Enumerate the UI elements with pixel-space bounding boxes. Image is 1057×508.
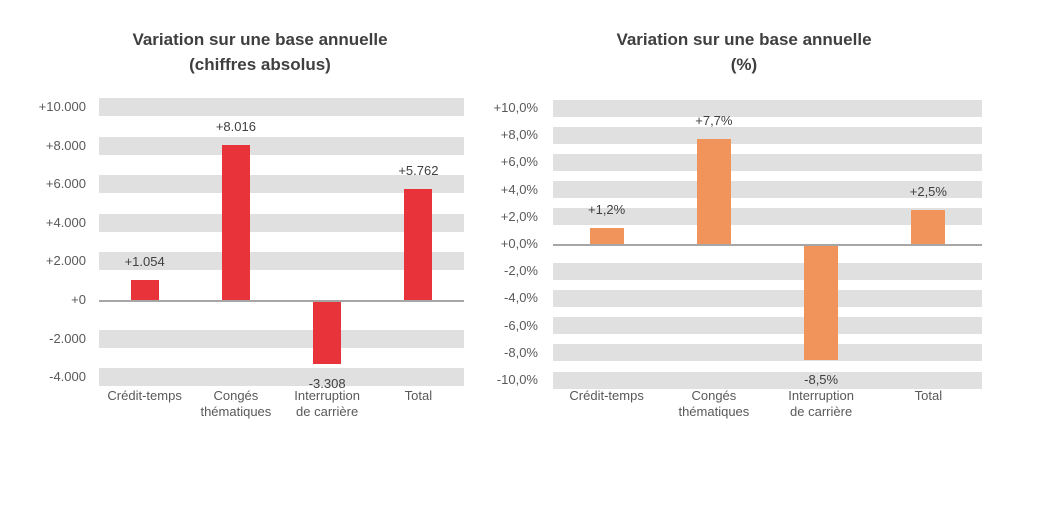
gridline-band (553, 181, 982, 199)
bar-value-label: -8,5% (804, 371, 839, 387)
category-label: Interruption de carrière (294, 388, 360, 419)
y-axis-tick-label: +0 (71, 292, 86, 307)
y-axis-tick-label: -6,0% (504, 317, 538, 333)
chart-title-percent: Variation sur une base annuelle (%) (544, 27, 944, 77)
gridline-band (553, 289, 982, 307)
y-axis-tick-label: +0,0% (500, 236, 538, 251)
category-label: Total (914, 388, 943, 403)
category-label: Crédit-temps (107, 388, 182, 403)
y-axis-tick-label: -10,0% (496, 372, 538, 387)
gridline-band (99, 252, 464, 271)
y-axis-tick-label: -2,0% (504, 263, 538, 279)
y-axis-tick-label: +4.000 (45, 214, 86, 230)
gridline-band (553, 99, 982, 117)
chart-title-line1: Variation sur une base annuelle (132, 30, 388, 49)
bar-value-label: +5.762 (398, 162, 439, 178)
gridline-band (99, 368, 464, 387)
gridline-band (553, 126, 982, 144)
bar-value-label: +8.016 (215, 119, 256, 135)
gridline-band (99, 98, 464, 116)
y-axis-tick-label: +10.000 (38, 99, 86, 114)
y-axis-tick-label: -4.000 (49, 369, 86, 385)
category-label: Congés thématiques (200, 388, 272, 419)
bar-4 (911, 210, 946, 244)
category-label: Interruption de carrière (788, 388, 854, 419)
y-axis-tick-label: +8.000 (45, 137, 86, 153)
y-axis-tick-label: +6,0% (500, 154, 538, 170)
gridline-band (553, 208, 982, 226)
y-axis-tick-label: +2.000 (45, 253, 86, 269)
y-axis-tick-label: -8,0% (504, 344, 538, 360)
bar-value-label: +2,5% (909, 184, 947, 199)
chart-title-line2: (%) (730, 55, 758, 74)
gridline-band (553, 317, 982, 335)
bar-value-label: +1,2% (588, 201, 626, 217)
bar-3 (804, 244, 839, 360)
bar-value-label: +1.054 (124, 253, 165, 269)
bar-1 (589, 227, 624, 244)
gridline-band (553, 262, 982, 280)
y-axis-tick-label: +10,0% (493, 100, 538, 115)
y-axis-tick-label: -2.000 (49, 330, 86, 346)
bar-value-label: +7,7% (695, 113, 733, 129)
gridline-band (99, 329, 464, 348)
y-axis-tick-label: -4,0% (504, 290, 538, 306)
gridline-band (553, 371, 982, 389)
category-label: Crédit-temps (569, 388, 644, 403)
gridline-band (553, 344, 982, 362)
bar-1 (130, 279, 159, 300)
gridline-band (99, 136, 464, 155)
gridline-band (99, 213, 464, 232)
y-axis-tick-label: +4,0% (500, 181, 538, 197)
chart-title-absolute: Variation sur une base annuelle (chiffre… (60, 27, 460, 77)
gridline-band (99, 175, 464, 194)
chart-title-line1: Variation sur une base annuelle (616, 30, 872, 49)
bar-3 (313, 300, 342, 364)
category-label: Total (404, 388, 433, 403)
zero-axis-line (99, 299, 464, 302)
gridline-band (553, 153, 982, 171)
bar-2 (696, 139, 731, 244)
category-label: Congés thématiques (678, 388, 750, 419)
y-axis-tick-label: +8,0% (500, 127, 538, 143)
bar-4 (404, 188, 433, 300)
y-axis-tick-label: +2,0% (500, 208, 538, 224)
bar-2 (221, 145, 250, 300)
chart-title-line2: (chiffres absolus) (189, 55, 331, 74)
zero-axis-line (553, 243, 982, 246)
bar-value-label: -3.308 (308, 375, 346, 391)
y-axis-tick-label: +6.000 (45, 176, 86, 192)
